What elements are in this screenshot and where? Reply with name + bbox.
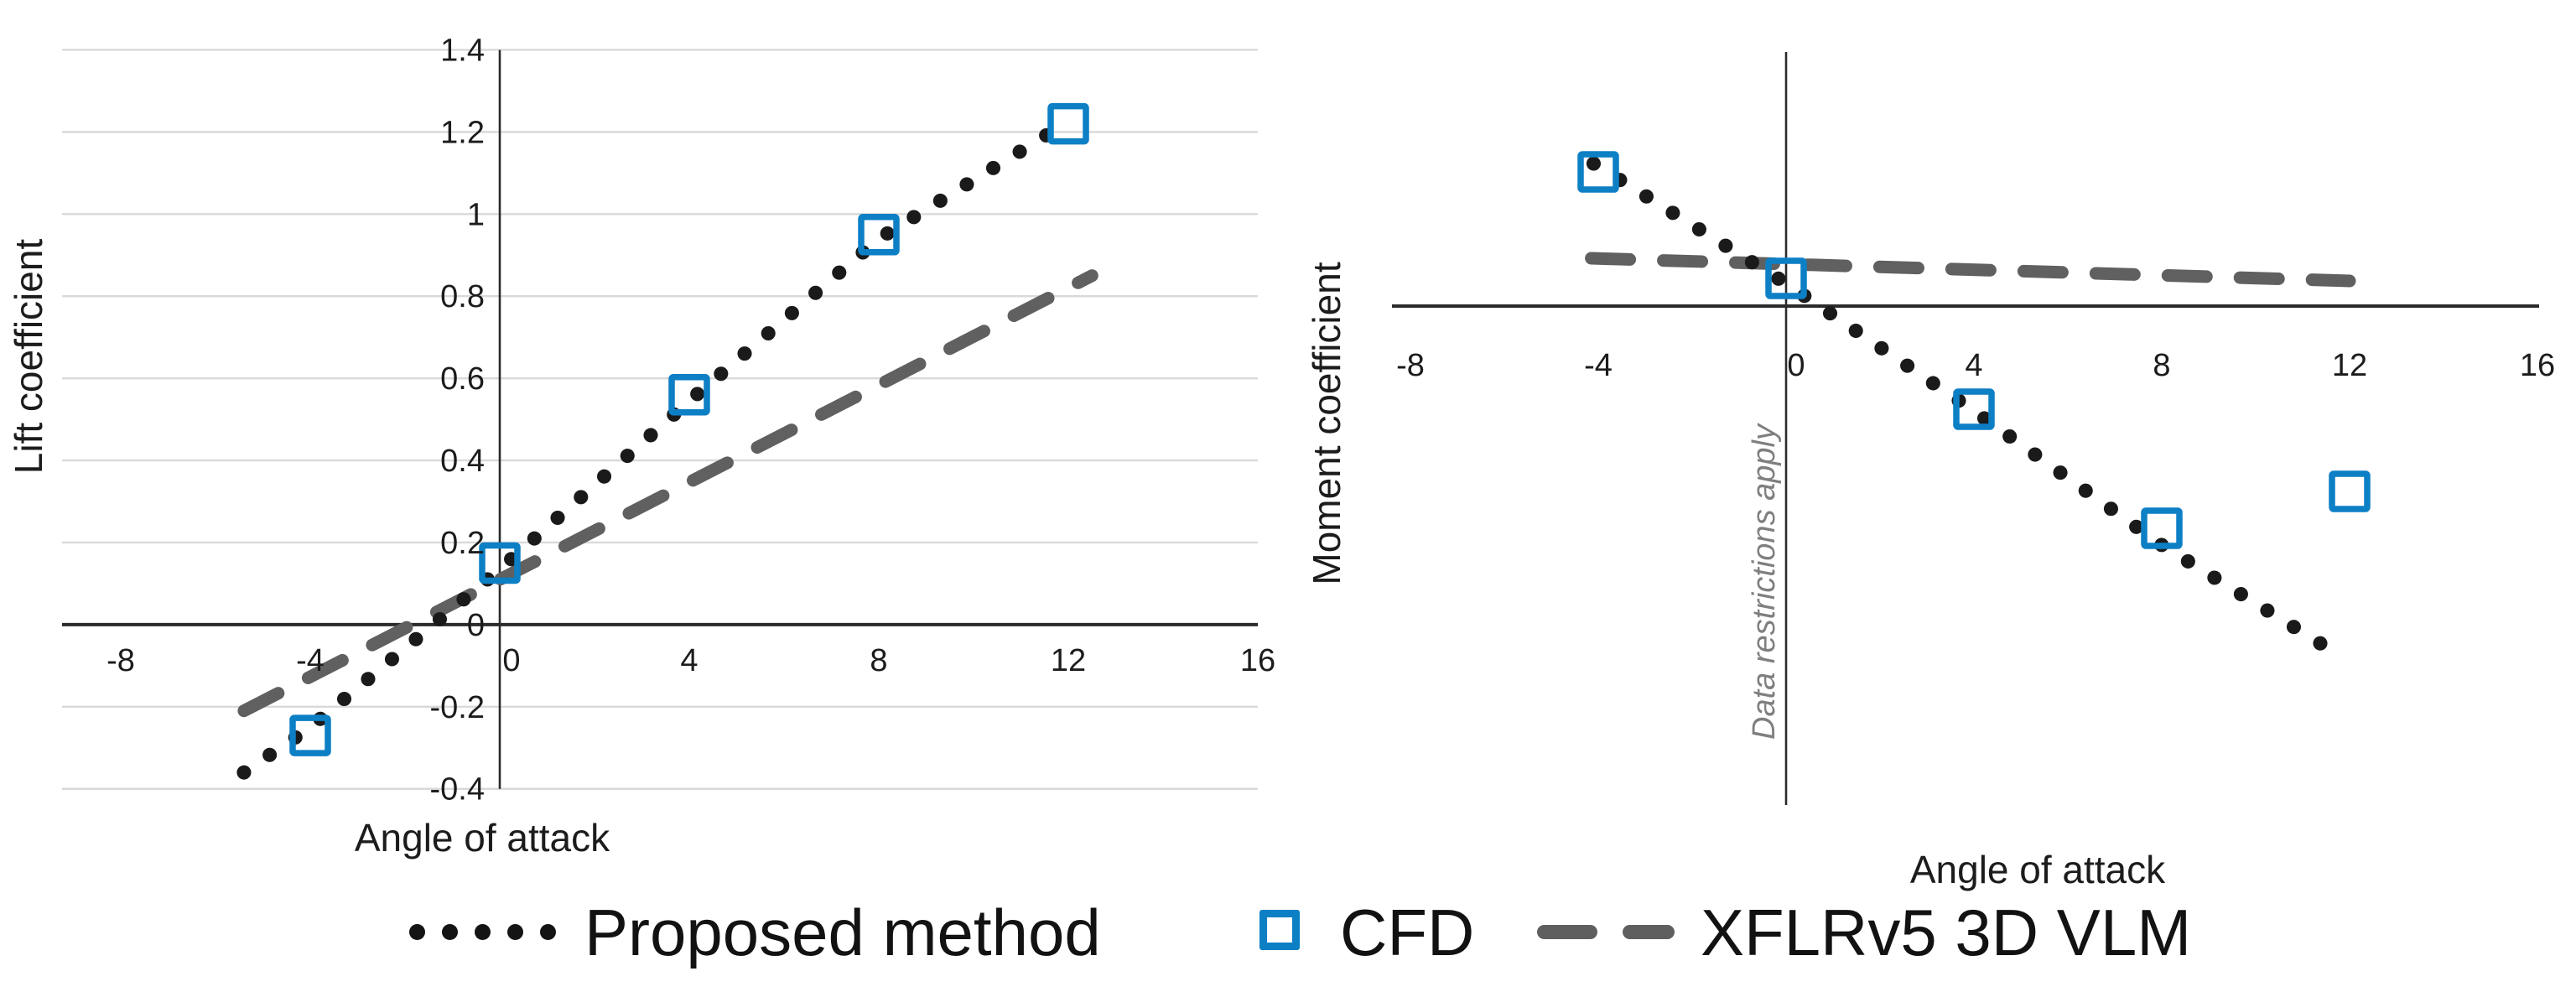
lift-coefficient-chart: -8 -4 0 4 8 12 16 1.4 1.2 1 0.8 0.6 0.4 0.2 0 -0.2 -0.4 — [62, 33, 1275, 808]
legend-label-cfd: CFD — [1340, 896, 1475, 969]
x-tick-label: 16 — [2520, 348, 2555, 383]
legend: Proposed method CFD XFLRv5 3D VLM — [0, 891, 2576, 974]
legend-dotted-line-sample — [409, 924, 556, 940]
x-tick-label: 16 — [1240, 643, 1275, 678]
legend-dot — [507, 924, 523, 940]
xflrv5-line — [1585, 252, 2356, 288]
cfd-marker — [858, 214, 900, 256]
cfd-marker — [479, 542, 521, 584]
legend-label-xflrv5-3d-vlm: XFLRv5 3D VLM — [1701, 896, 2192, 969]
legend-dot — [475, 924, 491, 940]
xflrv5-line — [237, 269, 1098, 718]
x-tick-label: 4 — [680, 643, 698, 678]
y-tick-label: 0.2 — [440, 526, 485, 561]
x-tick-label: 8 — [2153, 348, 2170, 383]
legend-open-square-sample — [1259, 910, 1300, 950]
data-restrictions-annotation: Data restrictions apply — [1747, 424, 1782, 740]
y-tick-label: -0.4 — [430, 772, 485, 808]
y-tick-label: 1.2 — [440, 115, 485, 150]
x-tick-label: 8 — [870, 643, 887, 678]
proposed-method-line — [1586, 156, 2339, 657]
left-x-axis-title: Angle of attack — [354, 816, 610, 860]
x-tick-label: -8 — [106, 643, 135, 678]
legend-label-proposed-method: Proposed method — [584, 896, 1101, 969]
left-y-axis-title: Lift coefficient — [7, 238, 50, 475]
x-tick-label: 0 — [502, 643, 520, 678]
x-tick-label: 12 — [1051, 643, 1086, 678]
legend-dashed-line-sample — [1537, 925, 1675, 939]
legend-dash — [1537, 925, 1597, 939]
legend-dot — [409, 924, 425, 940]
right-y-axis-title: Moment coefficient — [1305, 262, 1348, 585]
cfd-marker — [1765, 257, 1807, 299]
cfd-marker — [2329, 470, 2371, 512]
y-tick-label: 1.4 — [440, 33, 485, 68]
y-tick-label: -0.2 — [430, 690, 485, 725]
cfd-marker — [2141, 507, 2183, 549]
x-tick-label: 12 — [2332, 348, 2367, 383]
cfd-marker — [668, 373, 710, 416]
legend-dot — [442, 924, 458, 940]
legend-dash — [1623, 925, 1675, 939]
cfd-marker — [1047, 102, 1089, 145]
y-tick-label: 0.6 — [440, 361, 485, 397]
right-x-axis-title: Angle of attack — [1909, 848, 2166, 891]
moment-coefficient-chart: -8 -4 0 4 8 12 16 — [1392, 52, 2555, 805]
x-tick-label: 4 — [1965, 348, 1982, 383]
legend-dot — [540, 924, 556, 940]
cfd-marker — [289, 714, 331, 756]
y-tick-label: 0.4 — [440, 444, 485, 479]
y-tick-label: 0 — [467, 608, 485, 643]
proposed-method-line — [236, 114, 1076, 780]
x-tick-label: -4 — [296, 643, 325, 678]
x-tick-label: -4 — [1584, 348, 1613, 383]
cfd-marker — [1953, 388, 1995, 430]
x-tick-label: 0 — [1787, 348, 1805, 383]
x-tick-label: -8 — [1396, 348, 1425, 383]
y-tick-label: 0.8 — [440, 279, 485, 314]
cfd-marker — [1577, 151, 1619, 193]
y-tick-label: 1 — [467, 197, 485, 232]
